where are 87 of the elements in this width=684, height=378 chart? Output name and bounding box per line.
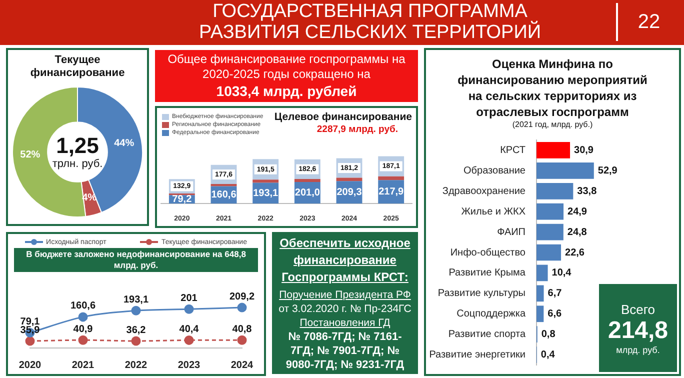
bar <box>536 306 544 322</box>
bar <box>536 182 574 200</box>
data-label: 160,6 <box>211 190 237 201</box>
point <box>131 306 141 316</box>
y-tick-label: ФАИП <box>497 226 526 238</box>
y-tick-label: Жилье и ЖКХ <box>461 206 526 218</box>
y-tick-label: Соцподдержка <box>456 308 526 320</box>
data-label: 40,9 <box>73 324 94 335</box>
data-label: 193,1 <box>123 294 149 306</box>
x-tick-label: 2023 <box>178 360 201 371</box>
bar <box>378 176 404 180</box>
point <box>184 304 194 314</box>
bar <box>536 224 564 240</box>
text: Всего <box>620 302 656 316</box>
point <box>78 312 88 322</box>
data-label: 79,2 <box>172 194 192 206</box>
bar <box>252 180 279 183</box>
text: Поручение Президента РФ <box>278 288 412 302</box>
bar <box>536 285 544 302</box>
data-label: 40,8 <box>232 324 252 335</box>
x-tick-label: 2024 <box>230 360 254 371</box>
text: 22 <box>616 3 680 41</box>
chart-title: Оценка Минфина по финансированию мероприятий на сельских территориях из отраслевых госпрограмм <box>456 56 648 120</box>
chart-title: Целевое финансирование <box>274 111 412 123</box>
text: № 7086-7ГД; № 7161-7ГД; № 7901-7ГД; № 9080-7ГД; № 9231-7ГД <box>284 330 406 372</box>
data-label: 30,9 <box>574 144 594 156</box>
y-tick-label: Образование <box>464 165 526 176</box>
data-label: 24,8 <box>567 226 588 238</box>
y-tick-label: Развитие культуры <box>438 288 526 300</box>
data-label: 160,6 <box>70 300 96 312</box>
text: Постановления ГД <box>298 316 392 330</box>
point <box>131 336 141 346</box>
y-tick-label: Инфо-общество <box>450 247 526 258</box>
bar <box>536 162 594 179</box>
point <box>78 335 88 345</box>
chart-title: Текущее финансирование <box>29 54 126 80</box>
bar <box>294 179 320 182</box>
y-tick-label: КРСТ <box>500 144 526 156</box>
bar <box>536 203 564 220</box>
data-label: 209,3 <box>336 187 362 198</box>
data-label: 33,8 <box>577 186 598 197</box>
point <box>237 302 247 312</box>
data-label: 201,0 <box>294 188 320 199</box>
text: Обеспечить исходное финансирование Госпрограммы КРСТ: <box>278 234 412 286</box>
text: ГОСУДАРСТВЕННАЯ ПРОГРАММА РАЗВИТИЯ СЕЛЬСКИХ ТЕРРИТОРИЙ <box>198 1 542 43</box>
bar <box>536 244 562 261</box>
data-label: 22,6 <box>565 247 585 258</box>
y-tick-label: Развитие спорта <box>448 329 526 340</box>
y-tick-label: Развитие энергетики <box>429 350 526 361</box>
x-tick-label: 2020 <box>18 360 42 371</box>
text: млрд. руб. <box>615 344 661 354</box>
data-label: 24,9 <box>568 206 588 218</box>
chart-subtitle: 2287,9 млрд. руб. <box>316 124 398 135</box>
point <box>237 335 247 345</box>
data-label: 40,4 <box>179 324 200 335</box>
text: 1033,4 млрд. рублей <box>215 82 358 100</box>
data-label: 52,9 <box>598 165 618 176</box>
point <box>25 336 35 346</box>
bar <box>336 178 362 182</box>
y-tick-label: Развитие Крыма <box>448 268 526 279</box>
text: трлн. руб. <box>52 158 103 170</box>
bar <box>536 264 548 282</box>
data-label: 44% <box>114 138 134 149</box>
point <box>184 335 194 345</box>
text: Общее финансирование госпрограммы на 2020-2025 годы сокращено на <box>166 52 406 82</box>
chart-title: В бюджете заложено недофинансирование на 648,8 млрд. руб. <box>14 248 258 272</box>
data-label: 0,4 <box>540 350 556 361</box>
chart-subtitle: (2021 год, млрд. руб.) <box>511 120 594 129</box>
text: 1,25 <box>56 133 99 158</box>
data-label: 6,6 <box>548 308 562 320</box>
text: от 3.02.2020 г. № Пр-234ГС <box>278 302 412 316</box>
data-label: 6,7 <box>548 288 562 300</box>
data-label: 79,1 <box>20 316 40 328</box>
x-tick-label: 2021 <box>72 360 95 371</box>
data-label: 36,2 <box>126 324 146 336</box>
data-label: 201 <box>180 292 198 304</box>
data-label: 217,9 <box>378 186 404 198</box>
y-tick-label: Здравоохранение <box>442 186 526 197</box>
bar <box>536 142 570 158</box>
data-label: 52% <box>20 150 40 161</box>
data-label: 10,4 <box>552 268 572 279</box>
data-label: 0,8 <box>541 329 556 340</box>
text: 214,8 <box>606 316 670 344</box>
data-label: 35,9 <box>20 324 40 336</box>
data-label: 209,2 <box>229 291 255 302</box>
data-label: 193,1 <box>253 188 279 199</box>
x-tick-label: 2022 <box>124 360 148 371</box>
